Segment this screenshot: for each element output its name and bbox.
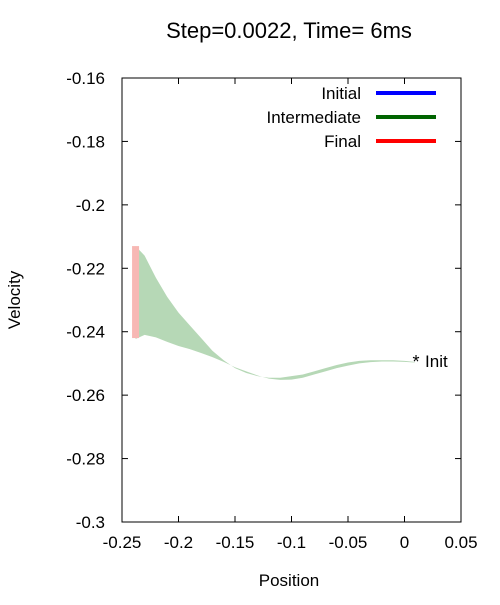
y-axis-label: Velocity [5,270,24,329]
x-axis-label: Position [259,571,319,590]
x-tick-label: 0 [400,533,409,552]
y-tick-label: -0.26 [66,386,105,405]
x-tick-label: -0.15 [216,533,255,552]
plot-frame [121,77,462,523]
y-tick-label: -0.24 [66,323,105,342]
plot-area: -0.25 -0.2 -0.15 -0.1 -0.05 0 0.05 -0.3 -0.28 -0.… [66,69,477,552]
x-tick-label: -0.05 [329,533,368,552]
y-tick-label: -0.22 [66,259,105,278]
legend-label: Final [324,132,361,151]
init-marker: * [413,352,420,372]
y-tick-label: -0.16 [66,69,105,88]
final-band [132,246,140,339]
x-tick-label: -0.25 [103,533,142,552]
y-tick-label: -0.28 [66,450,105,469]
legend-label: Intermediate [267,108,362,127]
legend-label: Initial [321,84,361,103]
chart-title: Step=0.0022, Time= 6ms [166,18,412,43]
x-tick-label: -0.1 [277,533,306,552]
x-tick-label: -0.2 [164,533,193,552]
y-tick-label: -0.2 [76,196,105,215]
legend: Initial Intermediate Final [267,84,436,151]
x-tick-label: 0.05 [444,533,477,552]
annotations: * Init [413,352,448,372]
y-tick-label: -0.18 [66,132,105,151]
intermediate-band [135,246,415,380]
init-label: Init [425,352,448,371]
y-tick-label: -0.3 [76,513,105,532]
